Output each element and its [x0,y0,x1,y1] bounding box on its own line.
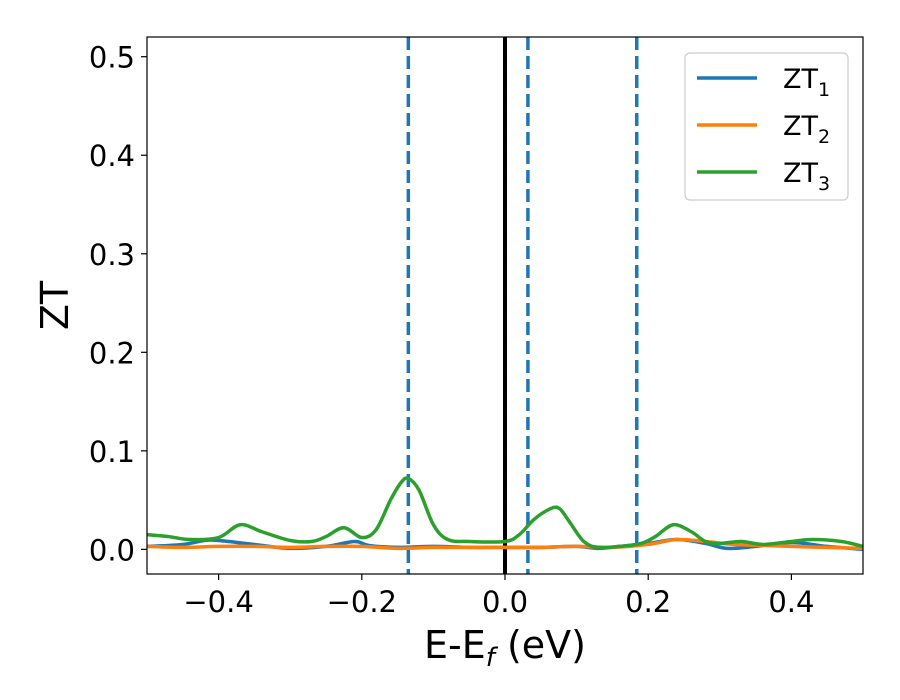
y-axis: 0.0 0.1 0.2 0.3 0.4 0.5 [89,41,147,567]
x-tick-label: −0.2 [327,585,397,619]
y-tick-label: 0.3 [89,238,135,272]
y-tick-label: 0.2 [89,336,135,370]
x-tick-label: 0.0 [482,585,528,619]
plot-lines [406,37,639,574]
legend: ZT1 ZT2 ZT3 [684,52,849,201]
legend-label-1: ZT1 [783,64,830,101]
legend-label-2: ZT2 [783,111,830,148]
series-group [147,476,863,552]
y-axis-title: ZT [33,280,77,330]
x-axis-title: E-Ef (eV) [424,623,586,673]
x-axis-title-main: E-E [424,623,486,667]
series-line-3 [147,476,863,550]
x-axis: −0.4 −0.2 0.0 0.2 0.4 [183,574,814,619]
y-tick-label: 0.1 [89,435,135,469]
y-tick-label: 0.0 [89,533,135,567]
x-axis-title-unit: (eV) [495,623,586,667]
x-tick-label: −0.4 [183,585,253,619]
y-tick-label: 0.5 [89,41,135,75]
legend-box [684,52,849,201]
legend-label-3: ZT3 [783,158,830,195]
y-tick-label: 0.4 [89,139,135,173]
x-tick-label: 0.4 [768,585,814,619]
x-tick-label: 0.2 [625,585,671,619]
series-line-2 [147,537,863,551]
